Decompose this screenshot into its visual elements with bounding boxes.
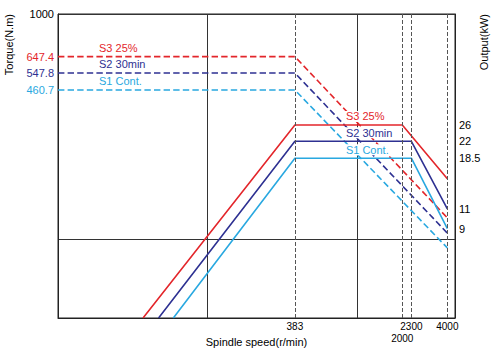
svg-text:Spindle speed(r/min): Spindle speed(r/min) [206, 336, 308, 348]
svg-text:S3 25%: S3 25% [346, 110, 385, 122]
svg-text:2000: 2000 [391, 333, 414, 344]
svg-text:9: 9 [459, 223, 465, 235]
svg-text:2300: 2300 [400, 321, 423, 332]
svg-text:11: 11 [459, 203, 470, 215]
svg-text:S2 30min: S2 30min [346, 127, 392, 139]
svg-text:Output(kW): Output(kW) [478, 14, 490, 70]
svg-text:460.7: 460.7 [26, 84, 54, 96]
svg-text:S2 30min: S2 30min [99, 58, 145, 70]
svg-text:4000: 4000 [436, 321, 459, 332]
svg-text:22: 22 [459, 135, 471, 147]
svg-text:Torque(N.m): Torque(N.m) [3, 14, 15, 75]
svg-text:S1 Cont.: S1 Cont. [99, 75, 142, 87]
svg-text:647.4: 647.4 [26, 51, 54, 63]
svg-text:547.8: 547.8 [26, 67, 54, 79]
svg-text:26: 26 [459, 119, 471, 131]
svg-text:S1 Cont.: S1 Cont. [346, 144, 389, 156]
svg-text:S3 25%: S3 25% [99, 42, 138, 54]
svg-text:383: 383 [287, 321, 304, 332]
svg-text:18.5: 18.5 [459, 152, 480, 164]
svg-text:1000: 1000 [30, 8, 54, 20]
